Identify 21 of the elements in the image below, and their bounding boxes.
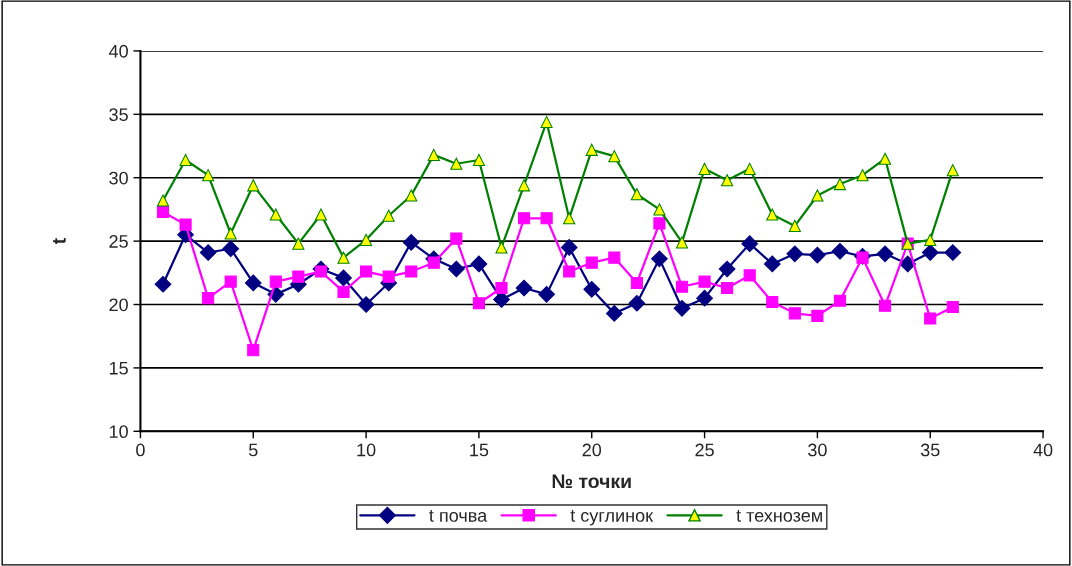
y-axis-title: t (52, 238, 66, 245)
y-tick-label: 30 (109, 171, 128, 185)
x-tick-label: 35 (920, 443, 940, 457)
legend-label: t почва (429, 510, 488, 522)
x-tick-label: 20 (582, 443, 602, 457)
y-tick-label: 35 (109, 108, 128, 122)
legend-label: t суглинок (570, 510, 654, 526)
x-axis-title: № точки (552, 474, 631, 489)
legend-label: t технозем (736, 510, 822, 522)
x-tick-label: 40 (1033, 443, 1053, 457)
y-tick-label: 25 (109, 235, 128, 248)
y-tick-label: 10 (109, 425, 128, 439)
x-tick-label: 5 (248, 443, 258, 457)
x-tick-label: 30 (808, 443, 827, 457)
y-tick-label: 15 (109, 362, 128, 375)
x-tick-label: 15 (470, 443, 489, 457)
x-tick-label: 0 (136, 443, 145, 457)
x-tick-label: 10 (357, 443, 376, 457)
y-tick-label: 40 (108, 44, 128, 58)
y-tick-label: 20 (109, 298, 128, 312)
x-tick-label: 25 (695, 443, 714, 457)
